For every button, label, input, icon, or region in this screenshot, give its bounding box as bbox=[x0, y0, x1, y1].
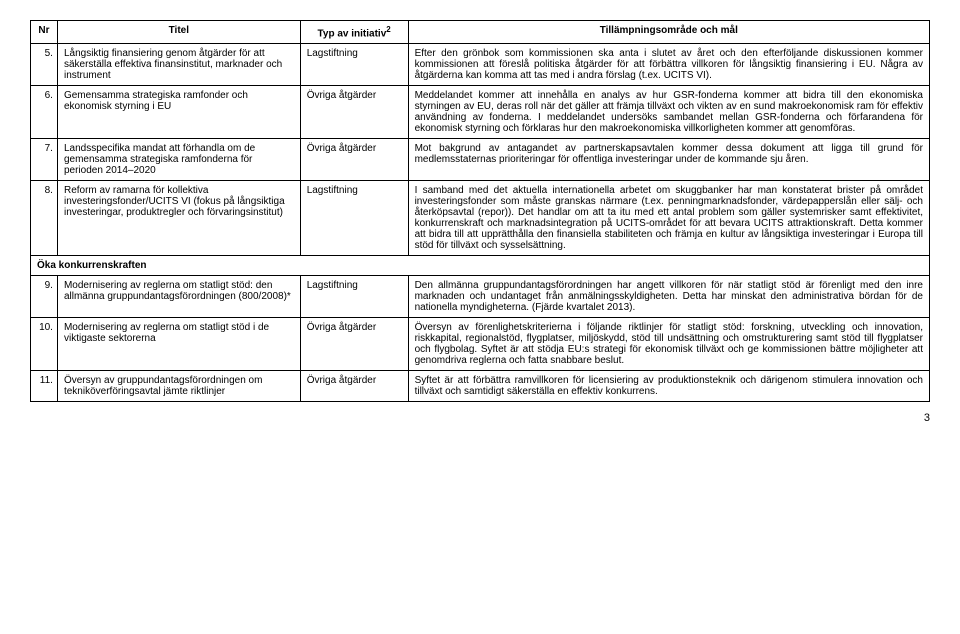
cell-nr: 10. bbox=[31, 318, 58, 371]
cell-nr: 9. bbox=[31, 276, 58, 318]
cell-nr: 11. bbox=[31, 371, 58, 402]
cell-typ: Lagstiftning bbox=[300, 181, 408, 256]
table-row: 11.Översyn av gruppundantagsförordningen… bbox=[31, 371, 930, 402]
cell-mal: Mot bakgrund av antagandet av partnerska… bbox=[408, 139, 929, 181]
cell-mal: Den allmänna gruppundantagsförordningen … bbox=[408, 276, 929, 318]
cell-nr: 8. bbox=[31, 181, 58, 256]
table-row: 10.Modernisering av reglerna om statligt… bbox=[31, 318, 930, 371]
header-typ: Typ av initiativ2 bbox=[300, 21, 408, 44]
table-row: 5.Långsiktig finansiering genom åtgärder… bbox=[31, 44, 930, 86]
cell-titel: Modernisering av reglerna om statligt st… bbox=[57, 276, 300, 318]
cell-nr: 6. bbox=[31, 86, 58, 139]
cell-mal: Efter den grönbok som kommissionen ska a… bbox=[408, 44, 929, 86]
cell-titel: Modernisering av reglerna om statligt st… bbox=[57, 318, 300, 371]
cell-typ: Lagstiftning bbox=[300, 276, 408, 318]
header-row: Nr Titel Typ av initiativ2 Tillämpningso… bbox=[31, 21, 930, 44]
table-row: 8.Reform av ramarna för kollektiva inves… bbox=[31, 181, 930, 256]
cell-typ: Lagstiftning bbox=[300, 44, 408, 86]
section-title: Öka konkurrenskraften bbox=[31, 256, 930, 276]
cell-nr: 7. bbox=[31, 139, 58, 181]
cell-mal: Syftet är att förbättra ramvillkoren för… bbox=[408, 371, 929, 402]
cell-typ: Övriga åtgärder bbox=[300, 86, 408, 139]
cell-typ: Övriga åtgärder bbox=[300, 371, 408, 402]
cell-mal: Översyn av förenlighetskriterierna i föl… bbox=[408, 318, 929, 371]
table-row: 7.Landsspecifika mandat att förhandla om… bbox=[31, 139, 930, 181]
header-mal: Tillämpningsområde och mål bbox=[408, 21, 929, 44]
section-row: Öka konkurrenskraften bbox=[31, 256, 930, 276]
cell-titel: Översyn av gruppundantagsförordningen om… bbox=[57, 371, 300, 402]
table-row: 9.Modernisering av reglerna om statligt … bbox=[31, 276, 930, 318]
header-titel: Titel bbox=[57, 21, 300, 44]
cell-typ: Övriga åtgärder bbox=[300, 318, 408, 371]
cell-titel: Reform av ramarna för kollektiva investe… bbox=[57, 181, 300, 256]
cell-typ: Övriga åtgärder bbox=[300, 139, 408, 181]
cell-mal: Meddelandet kommer att innehålla en anal… bbox=[408, 86, 929, 139]
page-number: 3 bbox=[30, 412, 930, 424]
cell-nr: 5. bbox=[31, 44, 58, 86]
table-row: 6.Gemensamma strategiska ramfonder och e… bbox=[31, 86, 930, 139]
initiatives-table: Nr Titel Typ av initiativ2 Tillämpningso… bbox=[30, 20, 930, 402]
cell-titel: Långsiktig finansiering genom åtgärder f… bbox=[57, 44, 300, 86]
cell-titel: Landsspecifika mandat att förhandla om d… bbox=[57, 139, 300, 181]
header-nr: Nr bbox=[31, 21, 58, 44]
cell-mal: I samband med det aktuella internationel… bbox=[408, 181, 929, 256]
cell-titel: Gemensamma strategiska ramfonder och eko… bbox=[57, 86, 300, 139]
